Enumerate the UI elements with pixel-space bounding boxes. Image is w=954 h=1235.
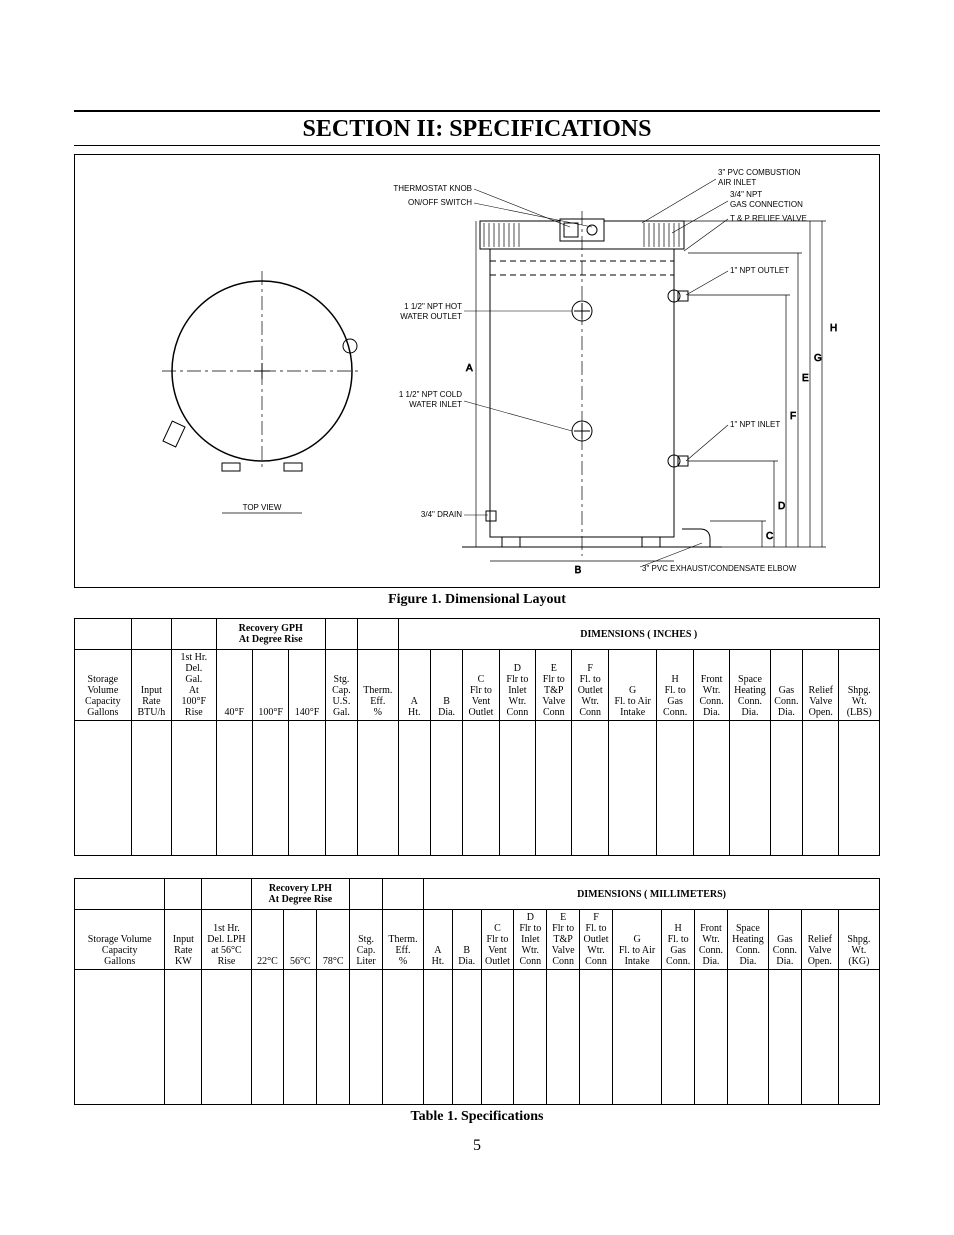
callout-gas-l1: 3/4" NPT	[730, 190, 762, 199]
figure-caption: Figure 1. Dimensional Layout	[74, 592, 880, 608]
col-1sthr: 1st Hr.Del.Gal.At100°FRise	[172, 650, 216, 721]
table-row	[75, 970, 880, 1105]
col-input: InputRateBTU/h	[131, 650, 171, 721]
col-78c: 78°C	[317, 910, 350, 970]
callout-thermostat: THERMOSTAT KNOB	[393, 184, 472, 193]
col-G-mm: GFl. to AirIntake	[612, 910, 661, 970]
section-title: SECTION II: SPECIFICATIONS	[74, 116, 880, 143]
callout-npt-outlet: 1" NPT OUTLET	[730, 266, 789, 275]
col-relief: ReliefValveOpen.	[803, 650, 839, 721]
table-caption: Table 1. Specifications	[74, 1109, 880, 1125]
dim-C: C	[766, 531, 773, 542]
callout-cold-inlet-l2: WATER INLET	[409, 400, 462, 409]
col-F: FFl. toOutletWtr.Conn	[572, 650, 608, 721]
top-rule-thin	[74, 145, 880, 146]
callout-hot-outlet-l2: WATER OUTLET	[400, 312, 462, 321]
col-stgcap-mm: Stg.Cap.Liter	[350, 910, 383, 970]
col-wt-mm: Shpg.Wt.(KG)	[838, 910, 879, 970]
top-rule-thick	[74, 110, 880, 112]
col-H-mm: HFl. toGasConn.	[662, 910, 695, 970]
callout-comb-air-l2: AIR INLET	[718, 178, 756, 187]
col-relief-mm: ReliefValveOpen.	[801, 910, 838, 970]
figure-box: TOP VIEW	[74, 154, 880, 588]
col-C-mm: CFlr toVentOutlet	[481, 910, 514, 970]
spec-table-inches: Recovery GPHAt Degree Rise DIMENSIONS ( …	[74, 618, 880, 856]
callout-npt-inlet: 1" NPT INLET	[730, 420, 780, 429]
col-B: BDia.	[430, 650, 462, 721]
col-22c: 22°C	[251, 910, 284, 970]
col-H: HFl. toGasConn.	[657, 650, 693, 721]
dimensional-layout-diagram: TOP VIEW	[81, 161, 873, 581]
col-G: GFl. to AirIntake	[608, 650, 657, 721]
col-eff: Therm.Eff.%	[358, 650, 398, 721]
col-1sthr-mm: 1st Hr.Del. LPHat 56°CRise	[202, 910, 251, 970]
callout-drain: 3/4" DRAIN	[421, 510, 462, 519]
front-view-group	[462, 211, 722, 556]
hdr-recovery-in: Recovery GPHAt Degree Rise	[216, 619, 325, 650]
col-storage: StorageVolumeCapacityGallons	[75, 650, 132, 721]
col-100f: 100°F	[252, 650, 288, 721]
col-D-mm: DFlr toInletWtr.Conn	[514, 910, 547, 970]
dim-G: G	[814, 353, 822, 364]
col-40f: 40°F	[216, 650, 252, 721]
top-view-label: TOP VIEW	[243, 503, 282, 512]
top-view-group: TOP VIEW	[162, 271, 362, 513]
col-A-mm: AHt.	[424, 910, 453, 970]
dim-A: A	[466, 363, 473, 374]
page-number: 5	[74, 1137, 880, 1155]
callout-onoff: ON/OFF SWITCH	[408, 198, 472, 207]
col-B-mm: BDia.	[452, 910, 481, 970]
dim-F: F	[790, 411, 796, 422]
callout-gas-l2: GAS CONNECTION	[730, 200, 803, 209]
col-eff-mm: Therm.Eff.%	[382, 910, 423, 970]
col-A: AHt.	[398, 650, 430, 721]
hdr-dim-mm: DIMENSIONS ( MILLIMETERS)	[424, 879, 880, 910]
col-gas-mm: GasConn.Dia.	[768, 910, 801, 970]
callout-tp: T & P RELIEF VALVE	[730, 214, 807, 223]
col-E: EFlr toT&PValveConn	[536, 650, 572, 721]
spec-table-mm: Recovery LPHAt Degree Rise DIMENSIONS ( …	[74, 878, 880, 1105]
hdr-recovery-mm: Recovery LPHAt Degree Rise	[251, 879, 350, 910]
dim-E: E	[802, 373, 809, 384]
col-E-mm: EFlr toT&PValveConn	[547, 910, 580, 970]
callout-exhaust: 3" PVC EXHAUST/CONDENSATE ELBOW	[642, 564, 797, 573]
col-front: FrontWtr.Conn.Dia.	[693, 650, 729, 721]
col-140f: 140°F	[289, 650, 325, 721]
col-wt: Shpg.Wt.(LBS)	[839, 650, 880, 721]
dim-D: D	[778, 501, 785, 512]
col-space-mm: SpaceHeatingConn.Dia.	[727, 910, 768, 970]
callout-cold-inlet-l1: 1 1/2" NPT COLD	[399, 390, 462, 399]
dim-H: H	[830, 323, 837, 334]
dim-B: B	[575, 565, 582, 576]
col-gas: GasConn.Dia.	[770, 650, 802, 721]
col-space: SpaceHeatingConn.Dia.	[730, 650, 770, 721]
hdr-dim-in: DIMENSIONS ( INCHES )	[398, 619, 879, 650]
callout-comb-air-l1: 3" PVC COMBUSTION	[718, 168, 801, 177]
col-storage-mm: Storage VolumeCapacityGallons	[75, 910, 165, 970]
callout-hot-outlet-l1: 1 1/2" NPT HOT	[404, 302, 462, 311]
col-front-mm: FrontWtr.Conn.Dia.	[695, 910, 728, 970]
table-row	[75, 721, 880, 856]
col-56c: 56°C	[284, 910, 317, 970]
col-stgcap: Stg.Cap.U.S.Gal.	[325, 650, 357, 721]
col-D: DFlr toInletWtr.Conn	[499, 650, 535, 721]
col-C: CFlr toVentOutlet	[463, 650, 499, 721]
col-F-mm: FFl. toOutletWtr.Conn	[580, 910, 613, 970]
col-input-mm: InputRateKW	[165, 910, 202, 970]
